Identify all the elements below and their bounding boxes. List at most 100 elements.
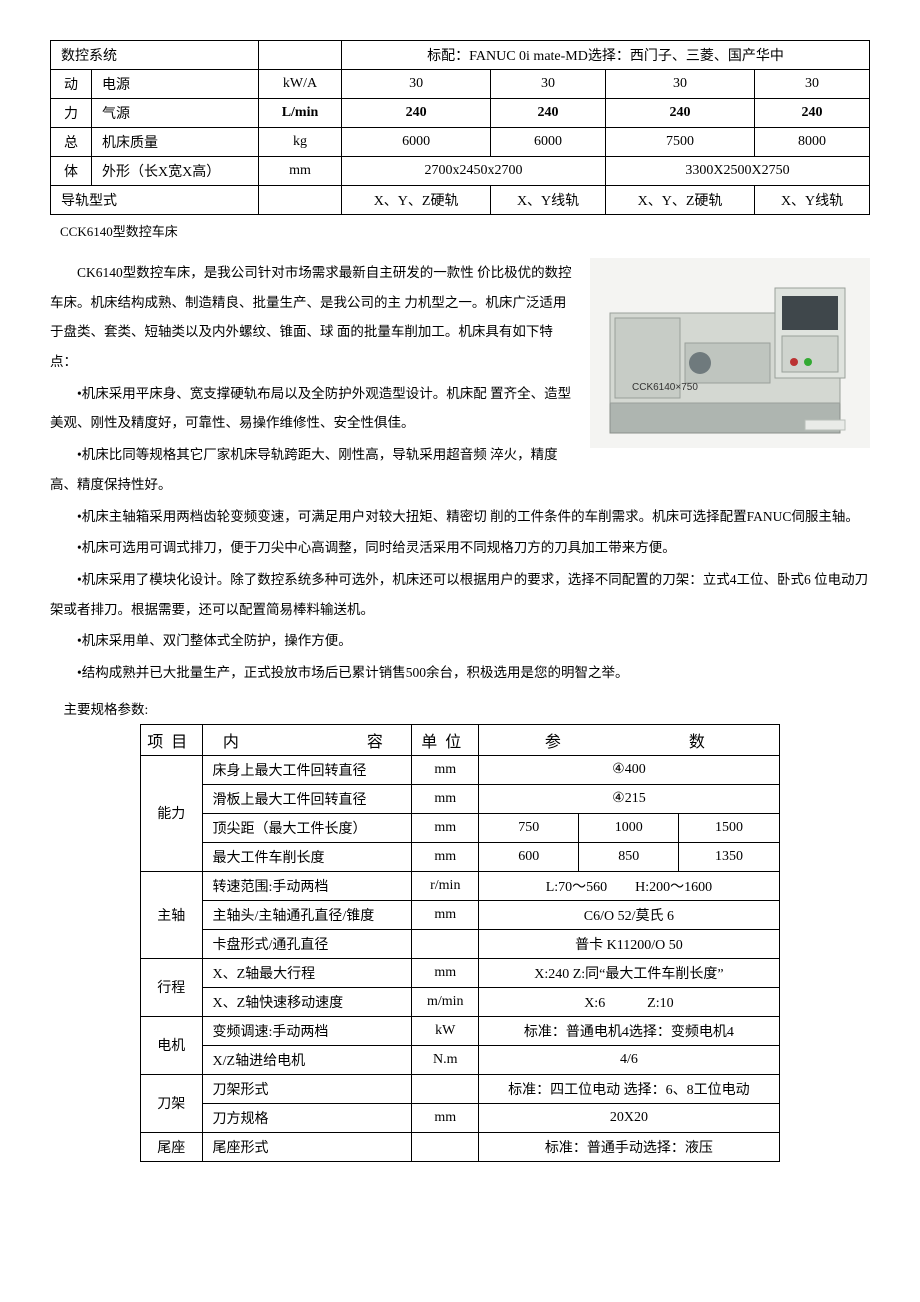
cell-cat: 总 <box>51 128 92 157</box>
cell-unit: kW <box>412 1016 479 1045</box>
bullet-item: •机床比同等规格其它厂家机床导轨跨距大、刚性高，导轨采用超音频 淬火，精度高、精… <box>50 440 870 499</box>
hdr-param: 参 数 <box>479 724 779 755</box>
cell-v: 6000 <box>491 128 606 157</box>
cell-category: 能力 <box>141 755 203 871</box>
cell-cnc-value: 标配：FANUC 0i mate-MD选择：西门子、三菱、国产华中 <box>342 41 870 70</box>
cell-cnc-system: 数控系统 <box>51 41 259 70</box>
lathe-illustration-icon: CCK6140×750 <box>590 258 870 448</box>
bullet-item: •结构成熟并已大批量生产，正式投放市场后已累计销售500余台，积极选用是您的明智… <box>50 658 870 688</box>
cell-v: 6000 <box>342 128 491 157</box>
cell-name: 顶尖距（最大工件长度） <box>202 813 412 842</box>
table-row: 卡盘形式/通孔直径 普卡 K11200/O 50 <box>141 929 780 958</box>
cell-unit: N.m <box>412 1045 479 1074</box>
bullet-item: •机床主轴箱采用两档齿轮变频变速，可满足用户对较大扭矩、精密切 削的工件条件的车… <box>50 502 870 532</box>
cell-value: X:6 Z:10 <box>479 987 779 1016</box>
cell-name: 尾座形式 <box>202 1132 412 1161</box>
cell-value: X:240 Z:同“最大工件车削长度” <box>479 958 779 987</box>
cell-unit: kW/A <box>259 70 342 99</box>
table-row: X/Z轴进给电机N.m4/6 <box>141 1045 780 1074</box>
cell-v: 7500 <box>605 128 754 157</box>
table-row: 顶尖距（最大工件长度）mm75010001500 <box>141 813 780 842</box>
cell-unit <box>412 1074 479 1103</box>
cell-unit: mm <box>412 842 479 871</box>
cell-unit <box>412 929 479 958</box>
cell-v: 240 <box>491 99 606 128</box>
cell-unit: mm <box>412 813 479 842</box>
spec-title: 主要规格参数: <box>50 698 870 718</box>
table-row: 能力床身上最大工件回转直径mm④400 <box>141 755 780 784</box>
table-row: 最大工件车削长度mm6008501350 <box>141 842 780 871</box>
cell-value: 标准：普通手动选择：液压 <box>479 1132 779 1161</box>
cell-v: 2700x2450x2700 <box>342 157 606 186</box>
table-header-row: 项目 内 容 单位 参 数 <box>141 724 780 755</box>
cell-unit <box>412 1132 479 1161</box>
hdr-unit: 单位 <box>412 724 479 755</box>
cell-unit: mm <box>412 1103 479 1132</box>
cell-value: 标准：四工位电动 选择：6、8工位电动 <box>479 1074 779 1103</box>
cell-v: X、Y线轨 <box>755 186 870 215</box>
hdr-item: 项目 <box>141 724 203 755</box>
cell-unit: mm <box>412 900 479 929</box>
cell-value: 20X20 <box>479 1103 779 1132</box>
cell-name: 机床质量 <box>92 128 259 157</box>
cell-v: 30 <box>605 70 754 99</box>
table-row: 主轴头/主轴通孔直径/锥度mmC6/O 52/莫氏 6 <box>141 900 780 929</box>
table-row: 动 电源 kW/A 30 30 30 30 <box>51 70 870 99</box>
cell-category: 电机 <box>141 1016 203 1074</box>
cell-category: 刀架 <box>141 1074 203 1132</box>
cell-category: 主轴 <box>141 871 203 958</box>
cell-cat: 力 <box>51 99 92 128</box>
table-row: 导轨型式 X、Y、Z硬轨 X、Y线轨 X、Y、Z硬轨 X、Y线轨 <box>51 186 870 215</box>
cell-name: 外形（长X宽X高） <box>92 157 259 186</box>
cell-unit: m/min <box>412 987 479 1016</box>
table-row: 数控系统 标配：FANUC 0i mate-MD选择：西门子、三菱、国产华中 <box>51 41 870 70</box>
bullet-item: •机床可选用可调式排刀，便于刀尖中心高调整，同时给灵活采用不同规格刀方的刀具加工… <box>50 533 870 563</box>
cell-name: 主轴头/主轴通孔直径/锥度 <box>202 900 412 929</box>
cell-v: 240 <box>755 99 870 128</box>
cell-v: X、Y、Z硬轨 <box>342 186 491 215</box>
cell-v: 240 <box>342 99 491 128</box>
machine-image: CCK6140×750 <box>590 258 870 448</box>
table-row: 力 气源 L/min 240 240 240 240 <box>51 99 870 128</box>
cell-name: 气源 <box>92 99 259 128</box>
cell-name: 转速范围:手动两档 <box>202 871 412 900</box>
cell-value: 850 <box>579 842 679 871</box>
table-row: 行程X、Z轴最大行程mmX:240 Z:同“最大工件车削长度” <box>141 958 780 987</box>
cell-v: 30 <box>491 70 606 99</box>
cell-value: L:70〜560 H:200〜1600 <box>479 871 779 900</box>
cell-blank <box>259 41 342 70</box>
cell-v: X、Y、Z硬轨 <box>605 186 754 215</box>
cell-v: 240 <box>605 99 754 128</box>
cell-unit: r/min <box>412 871 479 900</box>
cell-unit: mm <box>412 755 479 784</box>
intro-section: CCK6140×750 CK6140型数控车床，是我公司针对市场需求最新自主研发… <box>50 258 870 688</box>
bullet-item: •机床采用了模块化设计。除了数控系统多种可选外，机床还可以根据用户的要求，选择不… <box>50 565 870 624</box>
cell-name: 最大工件车削长度 <box>202 842 412 871</box>
cell-name: 滑板上最大工件回转直径 <box>202 784 412 813</box>
cell-v: 30 <box>755 70 870 99</box>
cell-value: 4/6 <box>479 1045 779 1074</box>
cell-name: 卡盘形式/通孔直径 <box>202 929 412 958</box>
cell-name: 床身上最大工件回转直径 <box>202 755 412 784</box>
top-spec-table: 数控系统 标配：FANUC 0i mate-MD选择：西门子、三菱、国产华中 动… <box>50 40 870 215</box>
table-row: 总 机床质量 kg 6000 6000 7500 8000 <box>51 128 870 157</box>
cell-v: 8000 <box>755 128 870 157</box>
spec-table: 项目 内 容 单位 参 数 能力床身上最大工件回转直径mm④400滑板上最大工件… <box>140 724 780 1162</box>
cell-value: C6/O 52/莫氏 6 <box>479 900 779 929</box>
table-row: 电机变频调速:手动两档kW标准：普通电机4选择：变频电机4 <box>141 1016 780 1045</box>
cell-cat: 动 <box>51 70 92 99</box>
cell-value: ④400 <box>479 755 779 784</box>
cell-value: 1500 <box>679 813 779 842</box>
table-row: 主轴转速范围:手动两档r/minL:70〜560 H:200〜1600 <box>141 871 780 900</box>
cell-name: X、Z轴快速移动速度 <box>202 987 412 1016</box>
cell-value: 标准：普通电机4选择：变频电机4 <box>479 1016 779 1045</box>
cell-value: 普卡 K11200/O 50 <box>479 929 779 958</box>
cell-v: 3300X2500X2750 <box>605 157 869 186</box>
cell-unit <box>259 186 342 215</box>
cell-value: 1000 <box>579 813 679 842</box>
cell-name: 电源 <box>92 70 259 99</box>
table-row: 刀架刀架形式标准：四工位电动 选择：6、8工位电动 <box>141 1074 780 1103</box>
image-model-label: CCK6140×750 <box>632 382 698 393</box>
cell-cat: 体 <box>51 157 92 186</box>
cell-unit: mm <box>412 784 479 813</box>
